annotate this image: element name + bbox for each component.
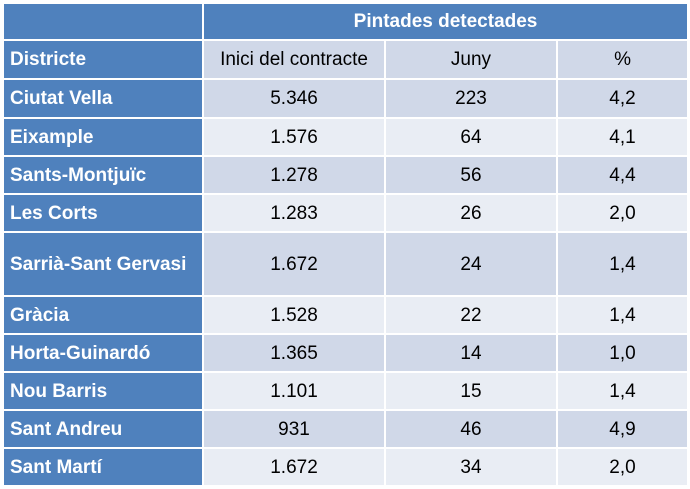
percent-cell: 4,4 xyxy=(555,155,690,195)
juny-cell: 14 xyxy=(384,333,558,373)
district-cell: Sant Andreu xyxy=(2,409,204,449)
table-row: Les Corts 1.283 26 2,0 xyxy=(2,193,690,233)
percent-cell: 2,0 xyxy=(555,193,690,233)
inici-cell: 1.278 xyxy=(202,155,386,195)
table-row: Sarrià-Sant Gervasi 1.672 24 1,4 xyxy=(2,231,690,297)
column-header-juny: Juny xyxy=(384,39,558,80)
table-row: Ciutat Vella 5.346 223 4,2 xyxy=(2,78,690,119)
column-header-percent: % xyxy=(555,39,690,80)
district-cell: Ciutat Vella xyxy=(2,78,204,119)
district-cell: Horta-Guinardó xyxy=(2,333,204,373)
juny-cell: 24 xyxy=(384,231,558,297)
percent-cell: 1,4 xyxy=(555,371,690,411)
district-cell: Gràcia xyxy=(2,295,204,335)
district-cell: Eixample xyxy=(2,117,204,157)
district-cell: Nou Barris xyxy=(2,371,204,411)
table-row: Horta-Guinardó 1.365 14 1,0 xyxy=(2,333,690,373)
table-row: Sant Andreu 931 46 4,9 xyxy=(2,409,690,449)
inici-cell: 1.283 xyxy=(202,193,386,233)
juny-cell: 26 xyxy=(384,193,558,233)
inici-cell: 5.346 xyxy=(202,78,386,119)
group-header-row: Pintades detectades xyxy=(2,2,690,41)
percent-cell: 4,9 xyxy=(555,409,690,449)
percent-cell: 4,1 xyxy=(555,117,690,157)
inici-cell: 1.365 xyxy=(202,333,386,373)
percent-cell: 1,0 xyxy=(555,333,690,373)
inici-cell: 1.672 xyxy=(202,447,386,487)
district-cell: Sant Martí xyxy=(2,447,204,487)
inici-cell: 1.672 xyxy=(202,231,386,297)
district-cell: Sarrià-Sant Gervasi xyxy=(2,231,204,297)
juny-cell: 56 xyxy=(384,155,558,195)
inici-cell: 1.528 xyxy=(202,295,386,335)
inici-cell: 1.576 xyxy=(202,117,386,157)
table-row: Gràcia 1.528 22 1,4 xyxy=(2,295,690,335)
table-row: Nou Barris 1.101 15 1,4 xyxy=(2,371,690,411)
juny-cell: 34 xyxy=(384,447,558,487)
column-header-inici: Inici del contracte xyxy=(202,39,386,80)
percent-cell: 1,4 xyxy=(555,231,690,297)
table-row: Eixample 1.576 64 4,1 xyxy=(2,117,690,157)
inici-cell: 1.101 xyxy=(202,371,386,411)
table-row: Sant Martí 1.672 34 2,0 xyxy=(2,447,690,487)
header-blank-cell xyxy=(2,2,204,41)
inici-cell: 931 xyxy=(202,409,386,449)
column-header-districte: Districte xyxy=(2,39,204,80)
group-title: Pintades detectades xyxy=(201,2,690,41)
district-cell: Sants-Montjuïc xyxy=(2,155,204,195)
district-cell: Les Corts xyxy=(2,193,204,233)
juny-cell: 64 xyxy=(384,117,558,157)
juny-cell: 223 xyxy=(384,78,558,119)
table-row: Sants-Montjuïc 1.278 56 4,4 xyxy=(2,155,690,195)
column-header-row: Districte Inici del contracte Juny % xyxy=(2,39,690,80)
juny-cell: 22 xyxy=(384,295,558,335)
percent-cell: 2,0 xyxy=(555,447,690,487)
percent-cell: 4,2 xyxy=(555,78,690,119)
juny-cell: 15 xyxy=(384,371,558,411)
percent-cell: 1,4 xyxy=(555,295,690,335)
juny-cell: 46 xyxy=(384,409,558,449)
